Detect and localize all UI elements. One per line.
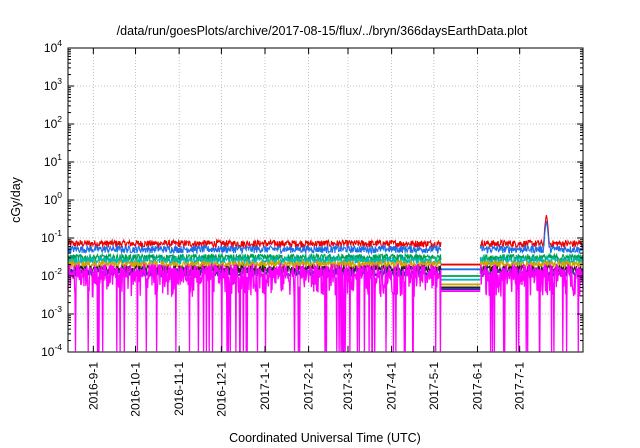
y-tick-label: 10-3 [41,304,62,321]
series-line [479,214,584,250]
y-tick-label: 102 [44,114,62,131]
x-tick-label: 2016-9-1 [86,362,100,410]
series-line [479,220,584,255]
x-tick-label: 2016-12-1 [214,362,228,417]
series-line [479,259,584,270]
y-tick-label: 103 [44,76,62,93]
x-tick-label: 2016-11-1 [172,362,186,416]
x-axis: 2016-9-1 2016-10-1 2016-11-1 2016-12-1 2017-… [86,48,527,417]
x-tick-label: 2017-3-1 [341,362,355,410]
x-tick-label: 2017-5-1 [427,362,441,410]
y-tick-label: 101 [44,152,62,169]
y-tick-label: 104 [44,38,62,55]
x-tick-label: 2017-2-1 [302,362,316,410]
chart-title: /data/run/goesPlots/archive/2017-08-15/f… [117,24,528,38]
x-tick-label: 2017-1-1 [258,362,272,410]
y-tick-label: 10-1 [41,228,62,245]
series-line [67,238,442,250]
series-line [67,259,442,270]
y-axis-label: cGy/day [9,176,23,223]
y-tick-label: 10-2 [41,266,62,283]
x-tick-label: 2017-6-1 [470,362,484,410]
series-line [67,252,442,264]
y-tick-label: 100 [44,190,62,207]
series-line [67,262,442,352]
x-tick-label: 2017-4-1 [385,362,399,410]
y-tick-label: 10-4 [41,342,62,359]
y-axis: 10-4 10-3 10-2 10-1 100 101 102 103 104 [41,38,583,359]
plot-area [67,214,584,352]
series-line [67,243,442,256]
x-tick-label: 2017-7-1 [513,362,527,410]
x-tick-label: 2016-10-1 [129,362,143,417]
x-axis-label: Coordinated Universal Time (UTC) [229,431,421,445]
series-line [479,263,584,352]
